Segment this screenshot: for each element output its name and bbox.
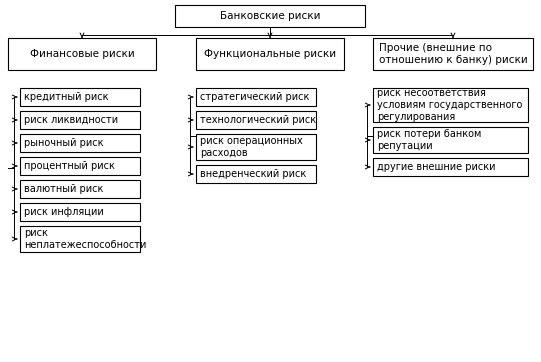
Text: риск инфляции: риск инфляции bbox=[24, 207, 104, 217]
FancyBboxPatch shape bbox=[373, 38, 533, 70]
Text: внедренческий риск: внедренческий риск bbox=[200, 169, 306, 179]
Text: технологический риск: технологический риск bbox=[200, 115, 316, 125]
FancyBboxPatch shape bbox=[373, 158, 528, 176]
Text: стратегический риск: стратегический риск bbox=[200, 92, 309, 102]
Text: Функциональные риски: Функциональные риски bbox=[204, 49, 336, 59]
Text: процентный риск: процентный риск bbox=[24, 161, 115, 171]
FancyBboxPatch shape bbox=[175, 5, 365, 27]
Text: риск потери банком
репутации: риск потери банком репутации bbox=[377, 129, 481, 151]
Text: Прочие (внешние по
отношению к банку) риски: Прочие (внешние по отношению к банку) ри… bbox=[379, 43, 527, 65]
Text: другие внешние риски: другие внешние риски bbox=[377, 162, 496, 172]
Text: рыночный риск: рыночный риск bbox=[24, 138, 103, 148]
FancyBboxPatch shape bbox=[196, 88, 316, 106]
Text: риск несоответствия
условиям государственного
регулирования: риск несоответствия условиям государстве… bbox=[377, 88, 523, 122]
FancyBboxPatch shape bbox=[20, 203, 140, 221]
FancyBboxPatch shape bbox=[20, 180, 140, 198]
Text: риск ликвидности: риск ликвидности bbox=[24, 115, 118, 125]
Text: валютный риск: валютный риск bbox=[24, 184, 103, 194]
FancyBboxPatch shape bbox=[196, 38, 344, 70]
FancyBboxPatch shape bbox=[20, 226, 140, 252]
FancyBboxPatch shape bbox=[8, 38, 156, 70]
Text: Финансовые риски: Финансовые риски bbox=[30, 49, 134, 59]
FancyBboxPatch shape bbox=[20, 111, 140, 129]
Text: кредитный риск: кредитный риск bbox=[24, 92, 109, 102]
FancyBboxPatch shape bbox=[196, 111, 316, 129]
Text: риск операционных
расходов: риск операционных расходов bbox=[200, 136, 303, 158]
FancyBboxPatch shape bbox=[20, 134, 140, 152]
Text: Банковские риски: Банковские риски bbox=[220, 11, 320, 21]
FancyBboxPatch shape bbox=[20, 88, 140, 106]
FancyBboxPatch shape bbox=[20, 157, 140, 175]
FancyBboxPatch shape bbox=[373, 88, 528, 122]
FancyBboxPatch shape bbox=[196, 134, 316, 160]
Text: риск
неплатежеспособности: риск неплатежеспособности bbox=[24, 228, 147, 250]
FancyBboxPatch shape bbox=[196, 165, 316, 183]
FancyBboxPatch shape bbox=[373, 127, 528, 153]
